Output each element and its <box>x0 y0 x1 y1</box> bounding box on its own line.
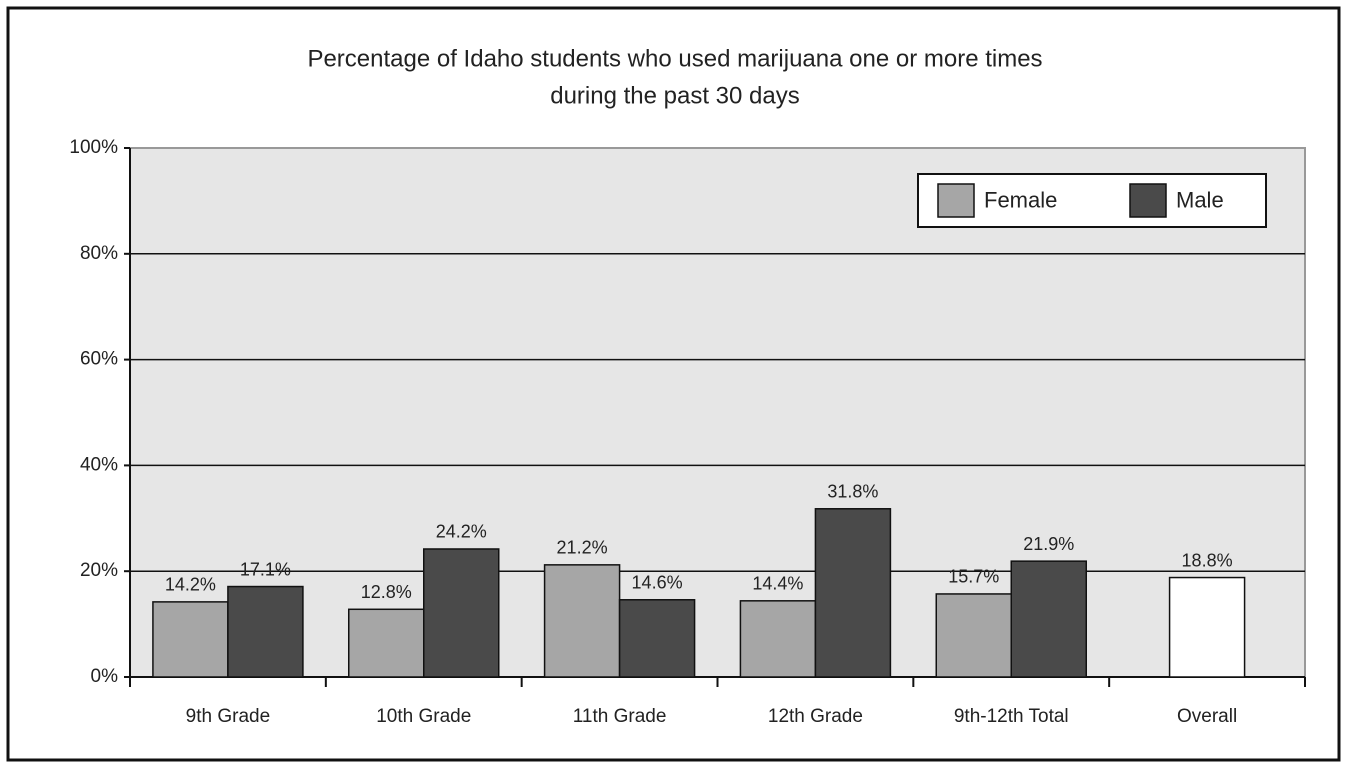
bar <box>814 508 892 678</box>
value-label: 14.6% <box>632 573 683 593</box>
legend-swatch <box>1129 183 1167 218</box>
y-tick-label: 40% <box>80 454 118 475</box>
legend-swatch <box>937 183 975 218</box>
value-label: 12.8% <box>361 582 412 602</box>
chart-title: Percentage of Idaho students who used ma… <box>307 45 1042 72</box>
bar <box>152 601 229 678</box>
bar <box>739 600 817 678</box>
x-tick-label: 11th Grade <box>573 706 667 727</box>
value-label: 31.8% <box>827 482 878 502</box>
legend-label: Female <box>984 187 1057 212</box>
value-label: 24.2% <box>436 522 487 542</box>
legend-box <box>917 173 1267 228</box>
y-tick-label: 100% <box>69 137 118 158</box>
plot-area <box>129 147 1306 678</box>
bar <box>423 548 500 678</box>
value-label: 21.2% <box>557 538 608 558</box>
x-tick-label: 9th-12th Total <box>954 706 1069 727</box>
y-tick-label: 60% <box>80 349 118 370</box>
value-label: 21.9% <box>1023 534 1074 554</box>
bar <box>618 599 696 678</box>
bar <box>1010 560 1087 678</box>
bar <box>348 608 425 678</box>
chart-title: during the past 30 days <box>550 82 800 109</box>
value-label: 18.8% <box>1182 550 1233 570</box>
x-tick-label: 9th Grade <box>186 706 271 727</box>
bar <box>935 593 1012 678</box>
bar <box>227 585 304 678</box>
value-label: 14.4% <box>752 574 803 594</box>
value-label: 14.2% <box>165 575 216 595</box>
y-tick-label: 0% <box>91 666 119 687</box>
bar <box>543 564 621 678</box>
bar <box>1168 576 1246 678</box>
y-tick-label: 80% <box>80 243 118 264</box>
x-tick-label: 10th Grade <box>376 706 471 727</box>
y-tick-label: 20% <box>80 560 118 581</box>
x-tick-label: 12th Grade <box>768 706 863 727</box>
value-label: 15.7% <box>948 567 999 587</box>
value-label: 17.1% <box>240 559 291 579</box>
legend-label: Male <box>1176 187 1224 212</box>
x-tick-label: Overall <box>1177 706 1237 727</box>
